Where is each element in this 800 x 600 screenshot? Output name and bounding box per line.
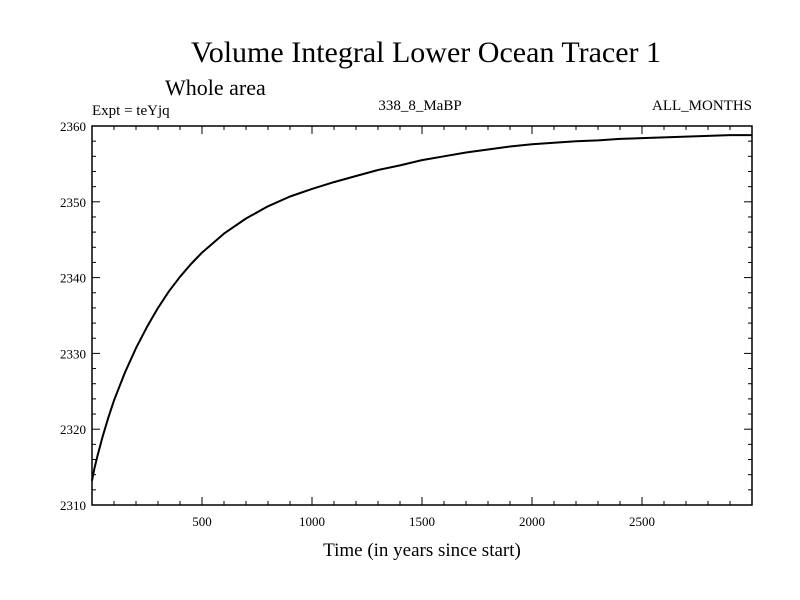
x-axis-tick-labels: 500 1000 1500 2000 2500 — [192, 514, 655, 529]
y-tick-label: 2340 — [60, 271, 86, 286]
x-tick-label: 1500 — [409, 514, 435, 529]
run-label: 338_8_MaBP — [378, 98, 461, 114]
y-tick-label: 2350 — [60, 195, 86, 210]
y-axis-ticks — [92, 140, 752, 491]
x-tick-label: 500 — [192, 514, 212, 529]
experiment-label: Expt = teYjq — [92, 103, 170, 119]
chart-subtitle: Whole area — [165, 75, 266, 100]
x-tick-label: 1000 — [299, 514, 325, 529]
y-tick-label: 2360 — [60, 119, 86, 134]
plot-frame — [91, 125, 753, 506]
y-tick-label: 2320 — [60, 422, 86, 437]
y-tick-label: 2330 — [60, 346, 86, 361]
y-axis-tick-labels: 2310 2320 2330 2340 2350 2360 — [60, 119, 86, 513]
x-tick-label: 2000 — [519, 514, 545, 529]
series-layer — [91, 134, 752, 481]
x-axis-label: Time (in years since start) — [323, 540, 521, 561]
chart-title: Volume Integral Lower Ocean Tracer 1 — [191, 36, 661, 69]
series-line — [91, 134, 752, 481]
months-label: ALL_MONTHS — [652, 98, 752, 114]
x-axis-ticks — [113, 126, 731, 505]
x-tick-label: 2500 — [629, 514, 655, 529]
y-tick-label: 2310 — [60, 498, 86, 513]
